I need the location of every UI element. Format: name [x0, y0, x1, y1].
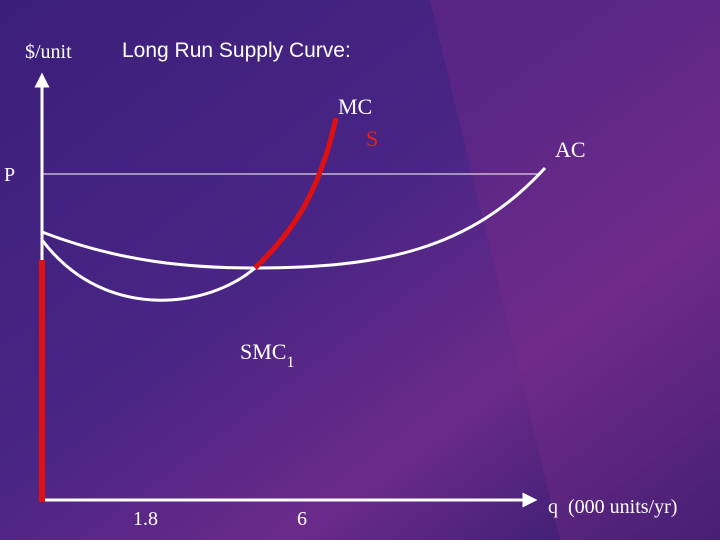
supply-label: S — [366, 126, 378, 151]
x-tick-label: 1.8 — [133, 508, 158, 530]
ac-curve — [41, 166, 547, 270]
ac-label: AC — [555, 137, 586, 162]
y-axis-label: $/unit — [25, 41, 72, 63]
price-label: P — [4, 164, 15, 186]
smc-text: SMC — [240, 339, 286, 364]
x-tick-label: 6 — [297, 508, 307, 530]
mc-label: MC — [338, 94, 372, 119]
title: Long Run Supply Curve: — [122, 39, 351, 62]
background-shade — [430, 0, 720, 540]
supply-curve — [253, 117, 339, 270]
x-axis-label: q (000 units/yr) — [548, 496, 677, 518]
smc-subscript: 1 — [286, 354, 294, 371]
smc-label: SMC1 — [240, 339, 294, 371]
smc-curve — [40, 239, 256, 302]
